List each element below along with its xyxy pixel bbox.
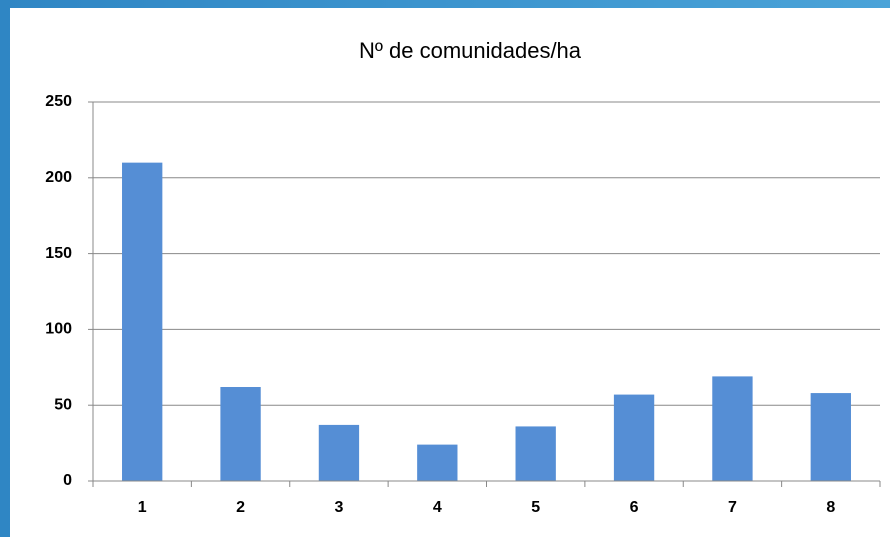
bar — [220, 387, 261, 481]
x-tick-label: 7 — [728, 499, 737, 516]
y-tick-label: 250 — [45, 93, 72, 110]
x-tick-label: 1 — [138, 499, 147, 516]
x-tick-label: 3 — [334, 499, 343, 516]
y-tick-label: 100 — [45, 321, 72, 338]
x-tick-label: 5 — [531, 499, 540, 516]
chart-title: Nº de comunidades/ha — [359, 38, 582, 63]
x-tick-label: 8 — [826, 499, 835, 516]
x-tick-label: 6 — [630, 499, 639, 516]
bar — [417, 444, 458, 481]
y-tick-label: 150 — [45, 245, 72, 262]
bar — [810, 393, 851, 481]
bar — [613, 394, 655, 481]
y-tick-label: 0 — [63, 472, 72, 489]
y-tick-label: 200 — [45, 169, 72, 186]
x-tick-label: 4 — [433, 499, 442, 516]
bar — [318, 424, 360, 481]
x-tick-label: 2 — [236, 499, 245, 516]
bar — [712, 376, 753, 481]
bar — [122, 162, 163, 481]
bar — [515, 426, 556, 481]
y-tick-label: 50 — [54, 396, 72, 413]
